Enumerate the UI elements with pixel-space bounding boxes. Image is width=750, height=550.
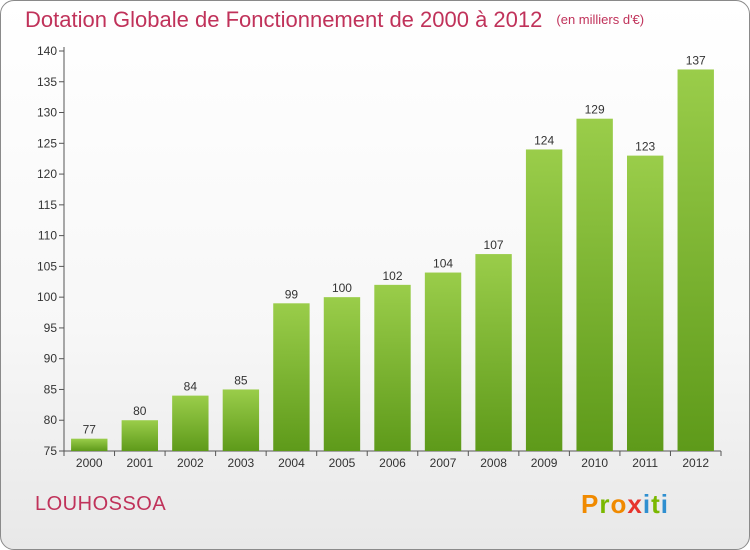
y-tick-label: 115 (38, 198, 57, 212)
unit-note: (en milliers d'€) (556, 12, 645, 27)
y-tick-label: 135 (37, 75, 57, 89)
bar (71, 438, 108, 451)
bar-value-label: 107 (484, 238, 504, 252)
bar (323, 297, 361, 451)
x-tick-label: 2012 (682, 456, 709, 470)
title-text: Dotation Globale de Fonctionnement de 20… (25, 7, 543, 32)
bar-value-label: 100 (332, 281, 352, 295)
y-tick-label: 120 (37, 167, 57, 181)
bar (172, 395, 209, 451)
y-tick-label: 125 (37, 136, 57, 150)
bar-value-label: 124 (534, 133, 554, 147)
y-tick-label: 130 (37, 106, 57, 120)
x-tick-label: 2008 (480, 456, 507, 470)
bar-value-label: 85 (234, 373, 248, 387)
y-tick-label: 75 (44, 444, 58, 458)
bar-value-label: 129 (585, 103, 605, 117)
x-tick-label: 2001 (126, 456, 153, 470)
y-tick-label: 105 (37, 259, 57, 273)
bar-value-label: 77 (83, 423, 97, 437)
y-tick-label: 90 (44, 352, 58, 366)
y-tick-label: 100 (37, 290, 57, 304)
x-tick-label: 2010 (581, 456, 608, 470)
bar (626, 155, 664, 451)
bar-value-label: 80 (133, 404, 147, 418)
bar-value-label: 102 (382, 269, 402, 283)
bar (475, 254, 512, 451)
bar-value-label: 99 (285, 287, 299, 301)
y-tick-label: 95 (44, 321, 58, 335)
logo-letter: o (610, 489, 628, 519)
bar (525, 149, 563, 451)
logo-letter: P (581, 489, 600, 519)
x-tick-label: 2005 (329, 456, 356, 470)
commune-name: LOUHOSSOA (35, 493, 167, 515)
bar (677, 69, 714, 451)
x-tick-label: 2004 (278, 456, 305, 470)
chart-title: Dotation Globale de Fonctionnement de 20… (25, 7, 644, 33)
bar-value-label: 137 (686, 53, 706, 67)
bar (576, 118, 613, 451)
bar-value-label: 123 (635, 140, 655, 154)
proxiti-logo: Proxiti (581, 489, 669, 520)
y-tick-label: 110 (38, 229, 57, 243)
x-tick-label: 2007 (430, 456, 457, 470)
logo-letter: t (651, 489, 661, 519)
logo-letter: i (660, 489, 669, 519)
x-tick-label: 2006 (379, 456, 406, 470)
x-tick-label: 2003 (228, 456, 255, 470)
x-tick-label: 2011 (632, 456, 658, 470)
bar (374, 284, 411, 451)
x-tick-label: 2009 (531, 456, 558, 470)
bar (121, 420, 159, 451)
bar (424, 272, 462, 451)
x-tick-label: 2002 (177, 456, 204, 470)
logo-letter: i (642, 489, 652, 519)
bar (222, 389, 260, 451)
logo-letter: x (627, 489, 643, 519)
bar-value-label: 104 (433, 257, 453, 271)
y-tick-label: 85 (44, 382, 58, 396)
bar-value-label: 84 (184, 380, 198, 394)
y-tick-label: 80 (44, 413, 58, 427)
x-tick-label: 2000 (76, 456, 103, 470)
y-tick-label: 140 (37, 44, 57, 58)
logo-letter: r (599, 489, 611, 519)
bar (273, 303, 310, 451)
